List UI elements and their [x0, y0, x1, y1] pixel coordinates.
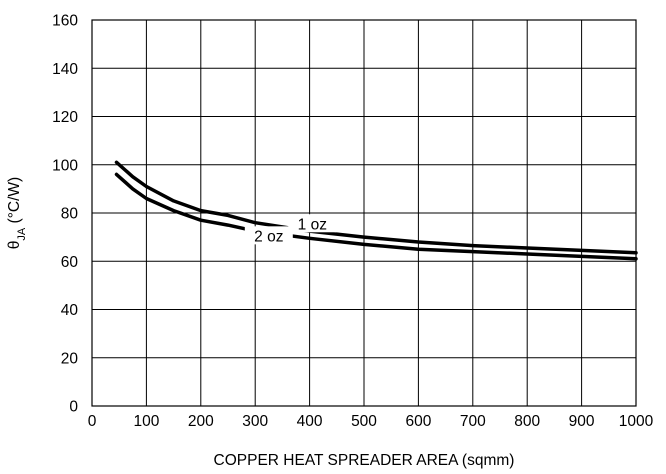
- x-tick-label: 100: [133, 413, 159, 430]
- series-labels: 1 oz 2 oz: [244, 214, 337, 245]
- x-tick-label: 600: [405, 413, 431, 430]
- x-tick-label: 200: [188, 413, 214, 430]
- y-axis-symbol: θ: [6, 241, 23, 250]
- x-tick-labels: 0 100 200 300 400 500 600 700 800 900 1000: [88, 413, 654, 430]
- y-axis-title: θJA (°C/W): [6, 177, 28, 249]
- y-tick-label: 80: [61, 206, 79, 223]
- x-tick-label: 0: [88, 413, 97, 430]
- x-tick-label: 800: [514, 413, 540, 430]
- series-label-bg: [244, 226, 293, 245]
- series-lines: [114, 160, 638, 261]
- series-line-1: [114, 160, 638, 255]
- x-axis-title: COPPER HEAT SPREADER AREA (sqmm): [214, 452, 515, 469]
- x-tick-label: 500: [351, 413, 377, 430]
- series-label-1: 1 oz: [298, 216, 327, 233]
- y-tick-label: 20: [61, 350, 79, 367]
- x-tick-label: 900: [569, 413, 595, 430]
- series-label-2: 2 oz: [254, 228, 283, 245]
- grid: [92, 20, 636, 406]
- y-tick-labels: 0 20 40 60 80 100 120 140 160: [52, 13, 78, 416]
- plot-frame: [91, 19, 637, 407]
- x-tick-label: 400: [297, 413, 323, 430]
- series-line-2: [114, 172, 638, 261]
- y-axis-subscript: JA: [16, 227, 28, 241]
- y-tick-label: 0: [69, 399, 78, 416]
- series-label-bg: [288, 214, 337, 233]
- y-tick-label: 60: [61, 254, 79, 271]
- y-tick-label: 40: [61, 302, 79, 319]
- y-tick-label: 120: [52, 109, 78, 126]
- y-tick-label: 140: [52, 61, 78, 78]
- y-axis-unit: (°C/W): [6, 177, 23, 228]
- y-tick-label: 160: [52, 13, 78, 30]
- x-tick-label: 300: [242, 413, 268, 430]
- x-tick-label: 1000: [619, 413, 654, 430]
- y-tick-label: 100: [52, 157, 78, 174]
- x-tick-label: 700: [460, 413, 486, 430]
